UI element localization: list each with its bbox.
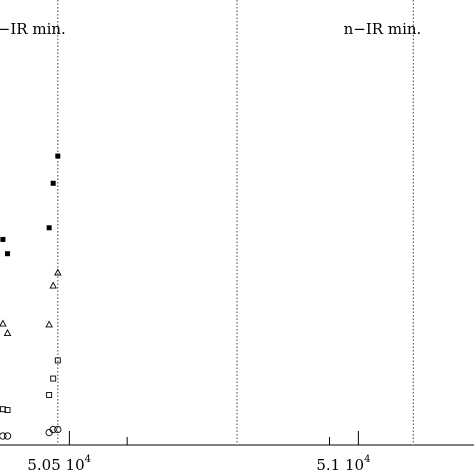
point-filled-square (0, 236, 6, 242)
point-open-triangle (0, 319, 7, 327)
point-open-triangle (49, 281, 57, 289)
x-tick-label: 5.1 104 (316, 454, 370, 474)
point-open-triangle (54, 268, 62, 276)
point-open-circle (0, 432, 7, 440)
point-filled-square (50, 180, 56, 186)
minimum-label-1: n−IR min. (0, 20, 66, 38)
point-open-square (4, 407, 11, 414)
point-open-triangle (45, 320, 53, 328)
point-open-circle (54, 425, 62, 434)
point-open-square (54, 357, 61, 364)
minimum-labels: n−IR min. n−IR min. (0, 20, 421, 38)
minimum-label-2: n−IR min. (344, 20, 422, 38)
point-open-triangle (3, 329, 12, 337)
data-points (0, 153, 62, 440)
point-open-square (50, 375, 57, 382)
point-filled-square (46, 225, 52, 231)
point-filled-square (5, 251, 11, 257)
point-open-circle (49, 425, 57, 434)
vertical-reference-lines (57, 0, 414, 445)
x-axis-ticks: 5.05 104 5.1 104 (27, 431, 370, 474)
point-filled-square (55, 153, 61, 159)
point-open-square (46, 392, 53, 398)
x-tick-label: 5.05 104 (27, 454, 91, 474)
point-open-circle (3, 432, 12, 440)
